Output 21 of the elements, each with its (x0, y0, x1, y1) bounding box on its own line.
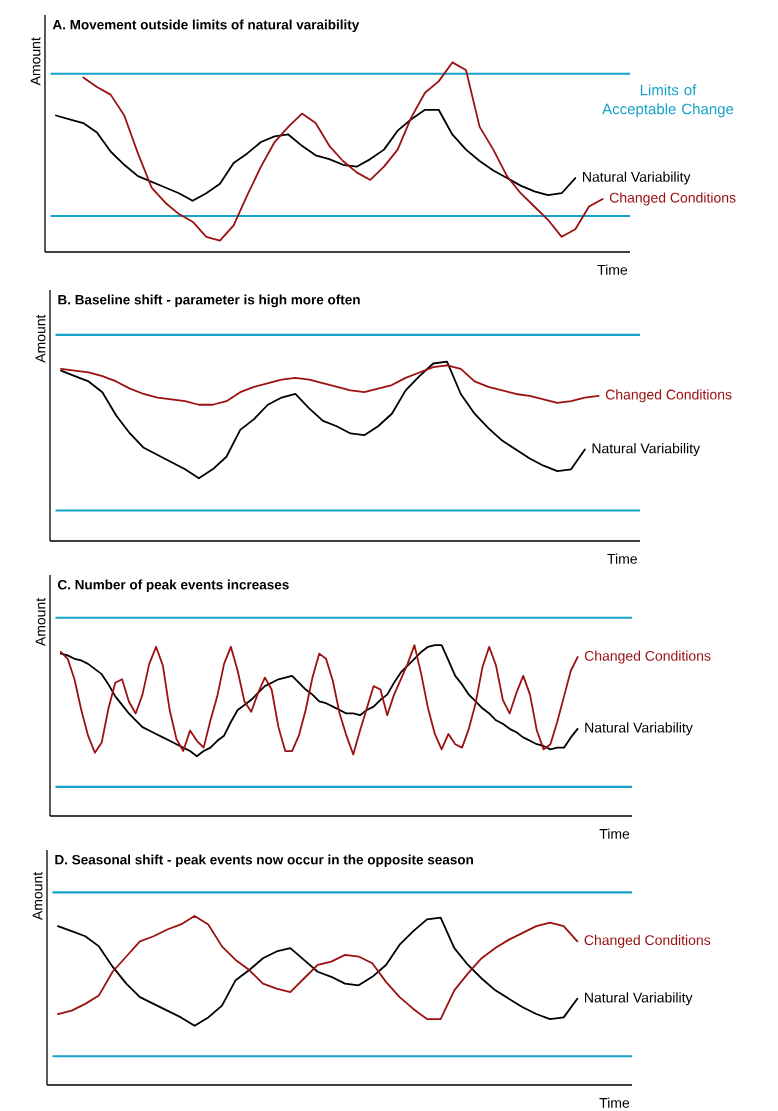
y-axis-title: Amount (32, 871, 43, 921)
chart-title: D. Seasonal shift - peak events now occur in the opposite season (55, 854, 473, 868)
series-label: Natural Variability (583, 171, 691, 185)
x-axis-title: Time (599, 828, 630, 839)
series-label: Natural Variability (585, 722, 693, 736)
y-axis-title: Amount (30, 37, 41, 86)
x-axis-title: Time (597, 264, 628, 275)
y-axis-title: Amount (35, 314, 46, 363)
ref-line-label: Limits of Acceptable Change (602, 84, 734, 118)
chart-title: B. Baseline shift - parameter is high more often (58, 294, 360, 308)
y-axis-title: Amount (35, 597, 46, 647)
chart-title: A. Movement outside limits of natural varaibility (52, 19, 360, 33)
series-label: Natural Variability (585, 992, 693, 1006)
series-label: Changed Conditions (605, 389, 732, 403)
series-label: Changed Conditions (584, 934, 711, 948)
series-label: Changed Conditions (584, 650, 711, 664)
series-label: Natural Variability (592, 443, 701, 457)
x-axis-title: Time (599, 1097, 630, 1108)
x-axis-title: Time (607, 553, 637, 564)
chart-title: C. Number of peak events increases (57, 579, 289, 593)
series-label: Changed Conditions (609, 192, 736, 206)
